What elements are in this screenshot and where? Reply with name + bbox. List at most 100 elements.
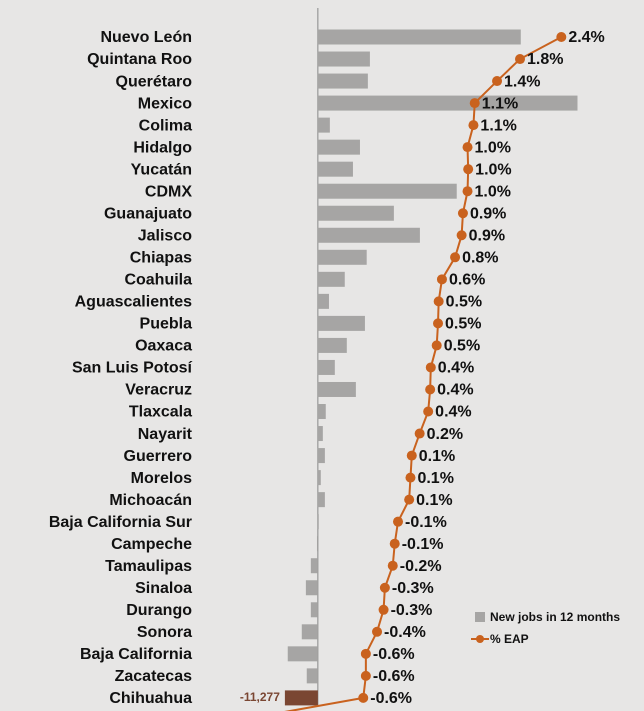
category-label: Aguascalientes xyxy=(75,294,192,311)
line-value-label: 0.4% xyxy=(437,382,473,399)
line-value-label: 1.0% xyxy=(475,161,511,178)
line-value-label: 0.5% xyxy=(444,338,480,355)
line-marker xyxy=(433,318,444,329)
bar xyxy=(317,73,368,89)
line-value-label: 1.1% xyxy=(482,95,518,112)
line-value-label: 0.9% xyxy=(470,205,506,222)
line-value-label: 0.5% xyxy=(446,294,482,311)
line-marker xyxy=(358,692,369,703)
line-value-label: 0.2% xyxy=(427,426,463,443)
line-value-label: 1.4% xyxy=(504,73,540,90)
category-label: Coahuila xyxy=(124,272,192,289)
bar xyxy=(317,470,321,486)
bar xyxy=(317,448,325,464)
line-marker xyxy=(372,626,383,637)
bar xyxy=(306,668,318,684)
category-label: Zacatecas xyxy=(115,668,192,685)
line-value-label: 0.4% xyxy=(435,404,471,421)
line-marker xyxy=(515,54,526,65)
legend-label: New jobs in 12 months xyxy=(490,610,620,624)
line-marker xyxy=(387,560,398,571)
line-value-label: -0.3% xyxy=(391,602,433,619)
bar xyxy=(317,183,457,199)
line-marker xyxy=(378,604,389,615)
line-marker xyxy=(406,450,417,461)
bar xyxy=(301,624,318,640)
line-marker xyxy=(360,670,371,681)
bar xyxy=(317,205,394,221)
bar xyxy=(305,580,318,596)
bar xyxy=(317,381,356,397)
line-marker xyxy=(492,76,503,87)
bar xyxy=(317,29,521,45)
line-marker xyxy=(462,142,473,153)
legend-swatch xyxy=(475,612,485,622)
category-label: Campeche xyxy=(111,536,192,553)
line-value-label: -0.6% xyxy=(373,646,415,663)
category-label: Guerrero xyxy=(124,448,193,465)
line-value-label: 1.8% xyxy=(527,51,563,68)
line-marker xyxy=(414,428,425,439)
bar xyxy=(317,271,345,287)
category-label: Mexico xyxy=(138,95,192,112)
line-value-label: -0.1% xyxy=(405,514,447,531)
line-value-label: 1.0% xyxy=(475,183,511,200)
category-label: Puebla xyxy=(140,316,193,333)
category-label: Chihuahua xyxy=(109,690,192,707)
line-marker xyxy=(456,230,467,241)
bar xyxy=(284,690,318,706)
bar-value-label: -11,277 xyxy=(240,690,280,704)
category-label: Yucatán xyxy=(131,161,192,178)
line-marker xyxy=(431,340,442,351)
category-label: Colima xyxy=(139,117,192,134)
bar xyxy=(317,404,326,420)
bar xyxy=(316,536,318,552)
line-marker xyxy=(463,164,474,175)
bar xyxy=(317,95,578,111)
category-label: Nayarit xyxy=(138,426,193,443)
bar xyxy=(317,337,347,353)
category-label: Jalisco xyxy=(138,227,192,244)
line-value-label: 0.6% xyxy=(449,272,485,289)
line-value-label: 0.1% xyxy=(419,448,455,465)
line-marker xyxy=(423,406,434,417)
category-label: Nuevo León xyxy=(100,29,192,46)
category-label: Morelos xyxy=(131,470,192,487)
line-marker xyxy=(462,186,473,197)
line-marker xyxy=(379,582,390,593)
category-label: Quintana Roo xyxy=(87,51,192,68)
bar xyxy=(317,293,329,309)
category-label: Durango xyxy=(126,602,192,619)
category-label: Veracruz xyxy=(125,382,192,399)
category-label: Baja California xyxy=(80,646,192,663)
line-value-label: -0.3% xyxy=(392,580,434,597)
category-label: Michoacán xyxy=(109,492,192,509)
category-label: Guanajuato xyxy=(104,205,192,222)
category-label: Querétaro xyxy=(116,73,193,90)
line-marker xyxy=(425,362,436,373)
category-label: Baja California Sur xyxy=(49,514,192,531)
line-value-label: -0.1% xyxy=(402,536,444,553)
line-value-label: -0.6% xyxy=(373,668,415,685)
line-marker xyxy=(360,648,371,659)
bar xyxy=(317,161,353,177)
bar xyxy=(317,249,367,265)
line-value-label: -0.2% xyxy=(400,558,442,575)
category-label: Tlaxcala xyxy=(129,404,192,421)
category-label: Chiapas xyxy=(130,250,192,267)
line-value-label: 0.5% xyxy=(445,316,481,333)
line-value-label: 0.1% xyxy=(417,470,453,487)
line-value-label: 0.4% xyxy=(438,360,474,377)
category-label: Tamaulipas xyxy=(105,558,192,575)
line-marker xyxy=(457,208,468,219)
category-label: Oaxaca xyxy=(135,338,192,355)
line-marker xyxy=(389,538,400,549)
line-value-label: 0.8% xyxy=(462,250,498,267)
bar xyxy=(317,514,319,530)
category-label: Hidalgo xyxy=(133,139,192,156)
bar xyxy=(310,602,318,618)
line-value-label: -0.4% xyxy=(384,624,426,641)
bar xyxy=(317,426,323,442)
line-marker xyxy=(468,120,479,131)
